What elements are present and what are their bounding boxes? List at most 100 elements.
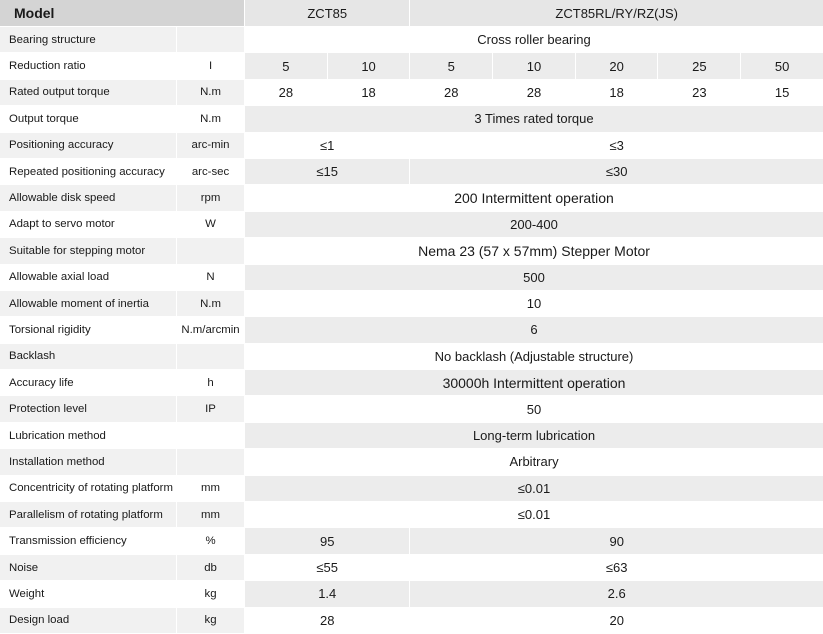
value-all: Nema 23 (57 x 57mm) Stepper Motor xyxy=(244,238,823,265)
param-unit: arc-sec xyxy=(176,158,245,186)
table-row: Rated output torque N.m 28 18 28 28 18 23 15 xyxy=(0,79,823,107)
value-all: 500 xyxy=(244,264,823,291)
param-name: Positioning accuracy xyxy=(0,132,177,159)
param-unit: N.m xyxy=(176,79,245,107)
value-cell: 18 xyxy=(574,79,658,107)
param-name: Accuracy life xyxy=(0,370,177,397)
param-name: Weight xyxy=(0,581,177,608)
param-unit: kg xyxy=(176,607,245,634)
table-row: Noise db ≤55 ≤63 xyxy=(0,554,823,582)
value-cell: 50 xyxy=(740,53,823,80)
value-cell: 5 xyxy=(244,53,327,80)
table-row: Allowable moment of inertia N.m 10 xyxy=(0,290,823,318)
param-unit xyxy=(176,27,245,54)
param-name: Lubrication method xyxy=(0,422,177,450)
value-all: 200-400 xyxy=(244,211,823,239)
value-all: ≤0.01 xyxy=(244,502,823,529)
param-name: Suitable for stepping motor xyxy=(0,238,177,265)
value-zct85: 28 xyxy=(244,607,410,634)
value-zct85: ≤55 xyxy=(244,554,410,582)
value-all: 200 Intermittent operation xyxy=(244,185,823,212)
table-row: Adapt to servo motor W 200-400 xyxy=(0,211,823,239)
table-row: Protection level IP 50 xyxy=(0,396,823,423)
param-unit: kg xyxy=(176,581,245,608)
param-name: Bearing structure xyxy=(0,27,177,54)
table-row: Accuracy life h 30000h Intermittent operat… xyxy=(0,370,823,397)
param-name: Backlash xyxy=(0,343,177,371)
value-zct85: 95 xyxy=(244,528,410,555)
table-row: Lubrication method Long-term lubrication xyxy=(0,422,823,450)
value-all: 30000h Intermittent operation xyxy=(244,370,823,397)
param-unit: N.m/arcmin xyxy=(176,317,245,344)
param-unit xyxy=(176,343,245,371)
param-unit: rpm xyxy=(176,185,245,212)
param-unit: N.m xyxy=(176,290,245,318)
value-zct85rl: 20 xyxy=(409,607,823,634)
value-all: 6 xyxy=(244,317,823,344)
param-name: Repeated positioning accuracy xyxy=(0,158,177,186)
param-unit: W xyxy=(176,211,245,239)
table-row: Repeated positioning accuracy arc-sec ≤15 ≤… xyxy=(0,158,823,186)
param-unit: mm xyxy=(176,475,245,503)
value-zct85: ≤1 xyxy=(244,132,410,159)
param-unit xyxy=(176,449,245,476)
param-name: Protection level xyxy=(0,396,177,423)
table-row: Allowable disk speed rpm 200 Intermittent … xyxy=(0,185,823,212)
param-unit: I xyxy=(176,53,245,80)
table-row: Backlash No backlash (Adjustable structur… xyxy=(0,343,823,371)
value-all: ≤0.01 xyxy=(244,475,823,503)
param-name: Transmission efficiency xyxy=(0,528,177,555)
value-all: Long-term lubrication xyxy=(244,422,823,450)
value-zct85rl: ≤63 xyxy=(409,554,823,582)
value-all: 50 xyxy=(244,396,823,423)
param-unit xyxy=(176,238,245,265)
value-all: 10 xyxy=(244,290,823,318)
value-cell: 28 xyxy=(409,79,493,107)
table-row: Weight kg 1.4 2.6 xyxy=(0,581,823,608)
param-unit: mm xyxy=(176,502,245,529)
value-all: Arbitrary xyxy=(244,449,823,476)
table-row: Bearing structure Cross roller bearing xyxy=(0,27,823,54)
table-row: Design load kg 28 20 xyxy=(0,607,823,634)
value-zct85rl: ≤3 xyxy=(409,132,823,159)
value-cell: 10 xyxy=(326,53,410,80)
value-all: No backlash (Adjustable structure) xyxy=(244,343,823,371)
model-label: Model xyxy=(0,0,245,27)
param-name: Parallelism of rotating platform xyxy=(0,502,177,529)
value-all: 3 Times rated torque xyxy=(244,106,823,133)
param-name: Design load xyxy=(0,607,177,634)
value-cell: 10 xyxy=(492,53,575,80)
param-unit: arc-min xyxy=(176,132,245,159)
table-row: Reduction ratio I 5 10 5 10 20 25 50 xyxy=(0,53,823,80)
table-row: Allowable axial load N 500 xyxy=(0,264,823,291)
table-row: Transmission efficiency% 95 90 xyxy=(0,528,823,555)
value-zct85rl: 2.6 xyxy=(409,581,823,608)
param-name: Installation method xyxy=(0,449,177,476)
param-name: Allowable moment of inertia xyxy=(0,290,177,318)
table-row: Positioning accuracy arc-min ≤1 ≤3 xyxy=(0,132,823,159)
value-cell: 25 xyxy=(657,53,741,80)
param-name: Adapt to servo motor xyxy=(0,211,177,239)
value-cell: 20 xyxy=(574,53,658,80)
param-name: Torsional rigidity xyxy=(0,317,177,344)
value-cell: 18 xyxy=(326,79,410,107)
param-unit: IP xyxy=(176,396,245,423)
table-row: Concentricity of rotating platform mm ≤0.0… xyxy=(0,475,823,503)
value-zct85rl: 90 xyxy=(409,528,823,555)
param-name: Concentricity of rotating platform xyxy=(0,475,177,503)
param-name: Rated output torque xyxy=(0,79,177,107)
param-name: Allowable axial load xyxy=(0,264,177,291)
param-name: Allowable disk speed xyxy=(0,185,177,212)
value-cell: 28 xyxy=(244,79,327,107)
param-unit: N.m xyxy=(176,106,245,133)
table-header-row: Model ZCT85 ZCT85RL/RY/RZ(JS) xyxy=(0,0,823,27)
table-row: Installation method Arbitrary xyxy=(0,449,823,476)
param-unit: h xyxy=(176,370,245,397)
value-cell: 28 xyxy=(492,79,575,107)
param-unit: N xyxy=(176,264,245,291)
value-cell: 15 xyxy=(740,79,823,107)
table-row: Torsional rigidity N.m/arcmin 6 xyxy=(0,317,823,344)
